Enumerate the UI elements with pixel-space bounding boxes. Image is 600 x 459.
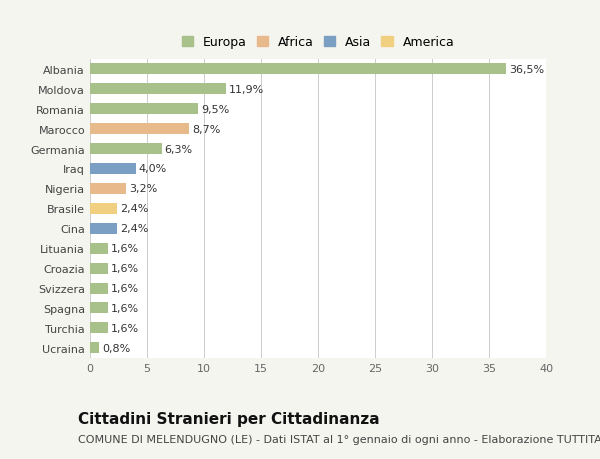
Bar — [90, 283, 108, 294]
Bar — [90, 184, 127, 195]
Bar — [90, 84, 226, 95]
Text: 6,3%: 6,3% — [164, 144, 193, 154]
Bar — [90, 342, 99, 353]
Text: 1,6%: 1,6% — [111, 283, 139, 293]
Bar — [90, 144, 162, 155]
Bar — [90, 163, 136, 174]
Text: COMUNE DI MELENDUGNO (LE) - Dati ISTAT al 1° gennaio di ogni anno - Elaborazione: COMUNE DI MELENDUGNO (LE) - Dati ISTAT a… — [78, 434, 600, 444]
Text: 0,8%: 0,8% — [102, 343, 130, 353]
Bar — [90, 223, 118, 234]
Text: 36,5%: 36,5% — [509, 65, 544, 75]
Text: Cittadini Stranieri per Cittadinanza: Cittadini Stranieri per Cittadinanza — [78, 411, 380, 426]
Text: 2,4%: 2,4% — [120, 224, 149, 234]
Text: 11,9%: 11,9% — [229, 84, 264, 95]
Bar — [90, 323, 108, 334]
Text: 2,4%: 2,4% — [120, 204, 149, 214]
Bar — [90, 303, 108, 314]
Bar — [90, 104, 198, 115]
Legend: Europa, Africa, Asia, America: Europa, Africa, Asia, America — [182, 36, 454, 49]
Text: 4,0%: 4,0% — [139, 164, 167, 174]
Text: 1,6%: 1,6% — [111, 263, 139, 274]
Text: 1,6%: 1,6% — [111, 303, 139, 313]
Bar — [90, 124, 189, 135]
Text: 8,7%: 8,7% — [192, 124, 220, 134]
Bar — [90, 64, 506, 75]
Bar — [90, 243, 108, 254]
Bar — [90, 263, 108, 274]
Text: 1,6%: 1,6% — [111, 323, 139, 333]
Text: 3,2%: 3,2% — [130, 184, 158, 194]
Text: 9,5%: 9,5% — [201, 104, 229, 114]
Text: 1,6%: 1,6% — [111, 244, 139, 254]
Bar — [90, 203, 118, 214]
